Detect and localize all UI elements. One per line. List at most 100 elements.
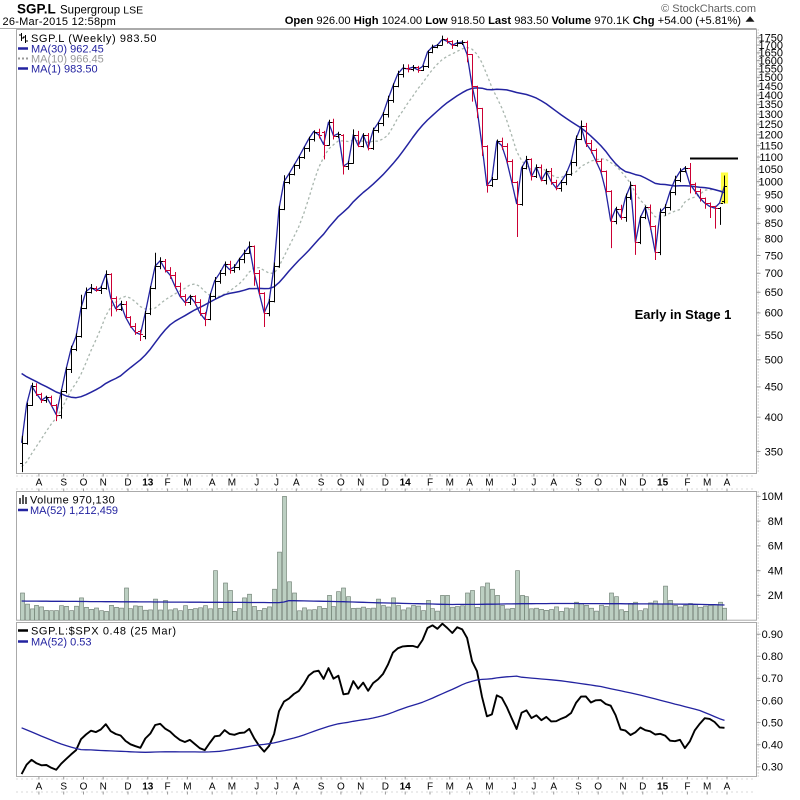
svg-text:A: A <box>36 782 43 793</box>
svg-text:13: 13 <box>142 478 154 489</box>
svg-text:8M: 8M <box>768 516 783 528</box>
svg-text:SGP.L: SGP.L <box>17 2 56 17</box>
svg-text:F: F <box>684 478 690 489</box>
svg-text:MA(1) 983.50: MA(1) 983.50 <box>31 64 98 76</box>
svg-text:15: 15 <box>657 782 669 793</box>
svg-text:Open 926.00 High 1024.00 Low 9: Open 926.00 High 1024.00 Low 918.50 Last… <box>285 15 742 27</box>
svg-text:J: J <box>254 478 259 489</box>
svg-text:0.90: 0.90 <box>762 629 783 641</box>
svg-text:O: O <box>80 478 88 489</box>
svg-text:1600: 1600 <box>759 56 783 68</box>
svg-text:400: 400 <box>765 412 783 424</box>
svg-text:O: O <box>337 782 345 793</box>
svg-text:0.30: 0.30 <box>762 762 783 774</box>
svg-text:Volume 970,130: Volume 970,130 <box>30 495 115 507</box>
svg-text:O: O <box>594 782 602 793</box>
svg-text:1350: 1350 <box>759 99 783 111</box>
svg-text:1700: 1700 <box>759 40 783 52</box>
svg-text:S: S <box>318 478 325 489</box>
svg-text:N: N <box>619 782 626 793</box>
svg-text:S: S <box>575 478 582 489</box>
svg-text:1550: 1550 <box>759 64 783 76</box>
svg-text:O: O <box>80 782 88 793</box>
svg-text:N: N <box>357 782 364 793</box>
svg-text:1400: 1400 <box>759 90 783 102</box>
svg-text:MA(52) 0.53: MA(52) 0.53 <box>31 637 92 649</box>
svg-text:800: 800 <box>765 234 783 246</box>
svg-text:0.70: 0.70 <box>762 673 783 685</box>
svg-text:D: D <box>639 782 646 793</box>
svg-text:N: N <box>357 478 364 489</box>
svg-text:D: D <box>382 782 389 793</box>
svg-text:O: O <box>594 478 602 489</box>
svg-text:A: A <box>466 782 473 793</box>
svg-text:A: A <box>36 478 43 489</box>
svg-text:D: D <box>382 478 389 489</box>
svg-text:0.50: 0.50 <box>762 717 783 729</box>
svg-text:J: J <box>531 478 536 489</box>
svg-text:1000: 1000 <box>759 176 783 188</box>
svg-text:S: S <box>575 782 582 793</box>
svg-text:M: M <box>485 782 493 793</box>
svg-text:M: M <box>183 782 191 793</box>
svg-text:M: M <box>703 478 711 489</box>
svg-text:1650: 1650 <box>759 48 783 60</box>
svg-text:1150: 1150 <box>759 140 783 152</box>
svg-text:15: 15 <box>657 478 669 489</box>
svg-text:F: F <box>684 782 690 793</box>
svg-text:MA(52) 1,212,459: MA(52) 1,212,459 <box>30 505 118 517</box>
svg-text:14: 14 <box>400 478 412 489</box>
svg-text:O: O <box>337 478 345 489</box>
svg-text:900: 900 <box>765 204 783 216</box>
svg-text:F: F <box>165 478 171 489</box>
svg-text:1300: 1300 <box>759 109 783 121</box>
svg-text:850: 850 <box>765 218 783 230</box>
svg-text:1200: 1200 <box>759 130 783 142</box>
svg-text:J: J <box>274 782 279 793</box>
svg-text:S: S <box>60 782 67 793</box>
svg-text:© StockCharts.com: © StockCharts.com <box>661 3 756 15</box>
svg-text:4M: 4M <box>768 566 783 578</box>
svg-text:J: J <box>274 478 279 489</box>
svg-text:A: A <box>550 782 557 793</box>
svg-text:1250: 1250 <box>759 119 783 131</box>
svg-text:6M: 6M <box>768 541 783 553</box>
svg-text:1450: 1450 <box>759 81 783 93</box>
svg-text:S: S <box>60 478 67 489</box>
svg-text:10M: 10M <box>762 491 783 503</box>
svg-text:550: 550 <box>765 330 783 342</box>
svg-text:N: N <box>100 478 107 489</box>
svg-text:D: D <box>124 478 131 489</box>
svg-text:A: A <box>293 478 300 489</box>
svg-text:0.40: 0.40 <box>762 740 783 752</box>
svg-text:D: D <box>639 478 646 489</box>
svg-text:950: 950 <box>765 190 783 202</box>
svg-text:1500: 1500 <box>759 72 783 84</box>
svg-text:A: A <box>724 478 731 489</box>
svg-text:A: A <box>550 478 557 489</box>
svg-text:SGP.L (Weekly) 983.50: SGP.L (Weekly) 983.50 <box>31 33 157 45</box>
svg-text:J: J <box>512 782 517 793</box>
svg-text:N: N <box>619 478 626 489</box>
svg-text:Early in Stage 1: Early in Stage 1 <box>635 307 732 322</box>
svg-text:650: 650 <box>765 287 783 299</box>
svg-text:J: J <box>512 478 517 489</box>
svg-text:F: F <box>165 782 171 793</box>
svg-text:13: 13 <box>142 782 154 793</box>
svg-text:M: M <box>446 478 454 489</box>
svg-text:14: 14 <box>400 782 412 793</box>
svg-text:J: J <box>531 782 536 793</box>
svg-text:A: A <box>466 478 473 489</box>
svg-text:1100: 1100 <box>759 152 783 164</box>
svg-text:750: 750 <box>765 250 783 262</box>
svg-text:2M: 2M <box>768 590 783 602</box>
svg-text:A: A <box>293 782 300 793</box>
svg-text:D: D <box>124 782 131 793</box>
svg-text:M: M <box>183 478 191 489</box>
svg-text:F: F <box>427 782 433 793</box>
svg-text:J: J <box>254 782 259 793</box>
svg-text:600: 600 <box>765 308 783 320</box>
svg-text:N: N <box>100 782 107 793</box>
svg-text:M: M <box>703 782 711 793</box>
svg-text:A: A <box>209 782 216 793</box>
